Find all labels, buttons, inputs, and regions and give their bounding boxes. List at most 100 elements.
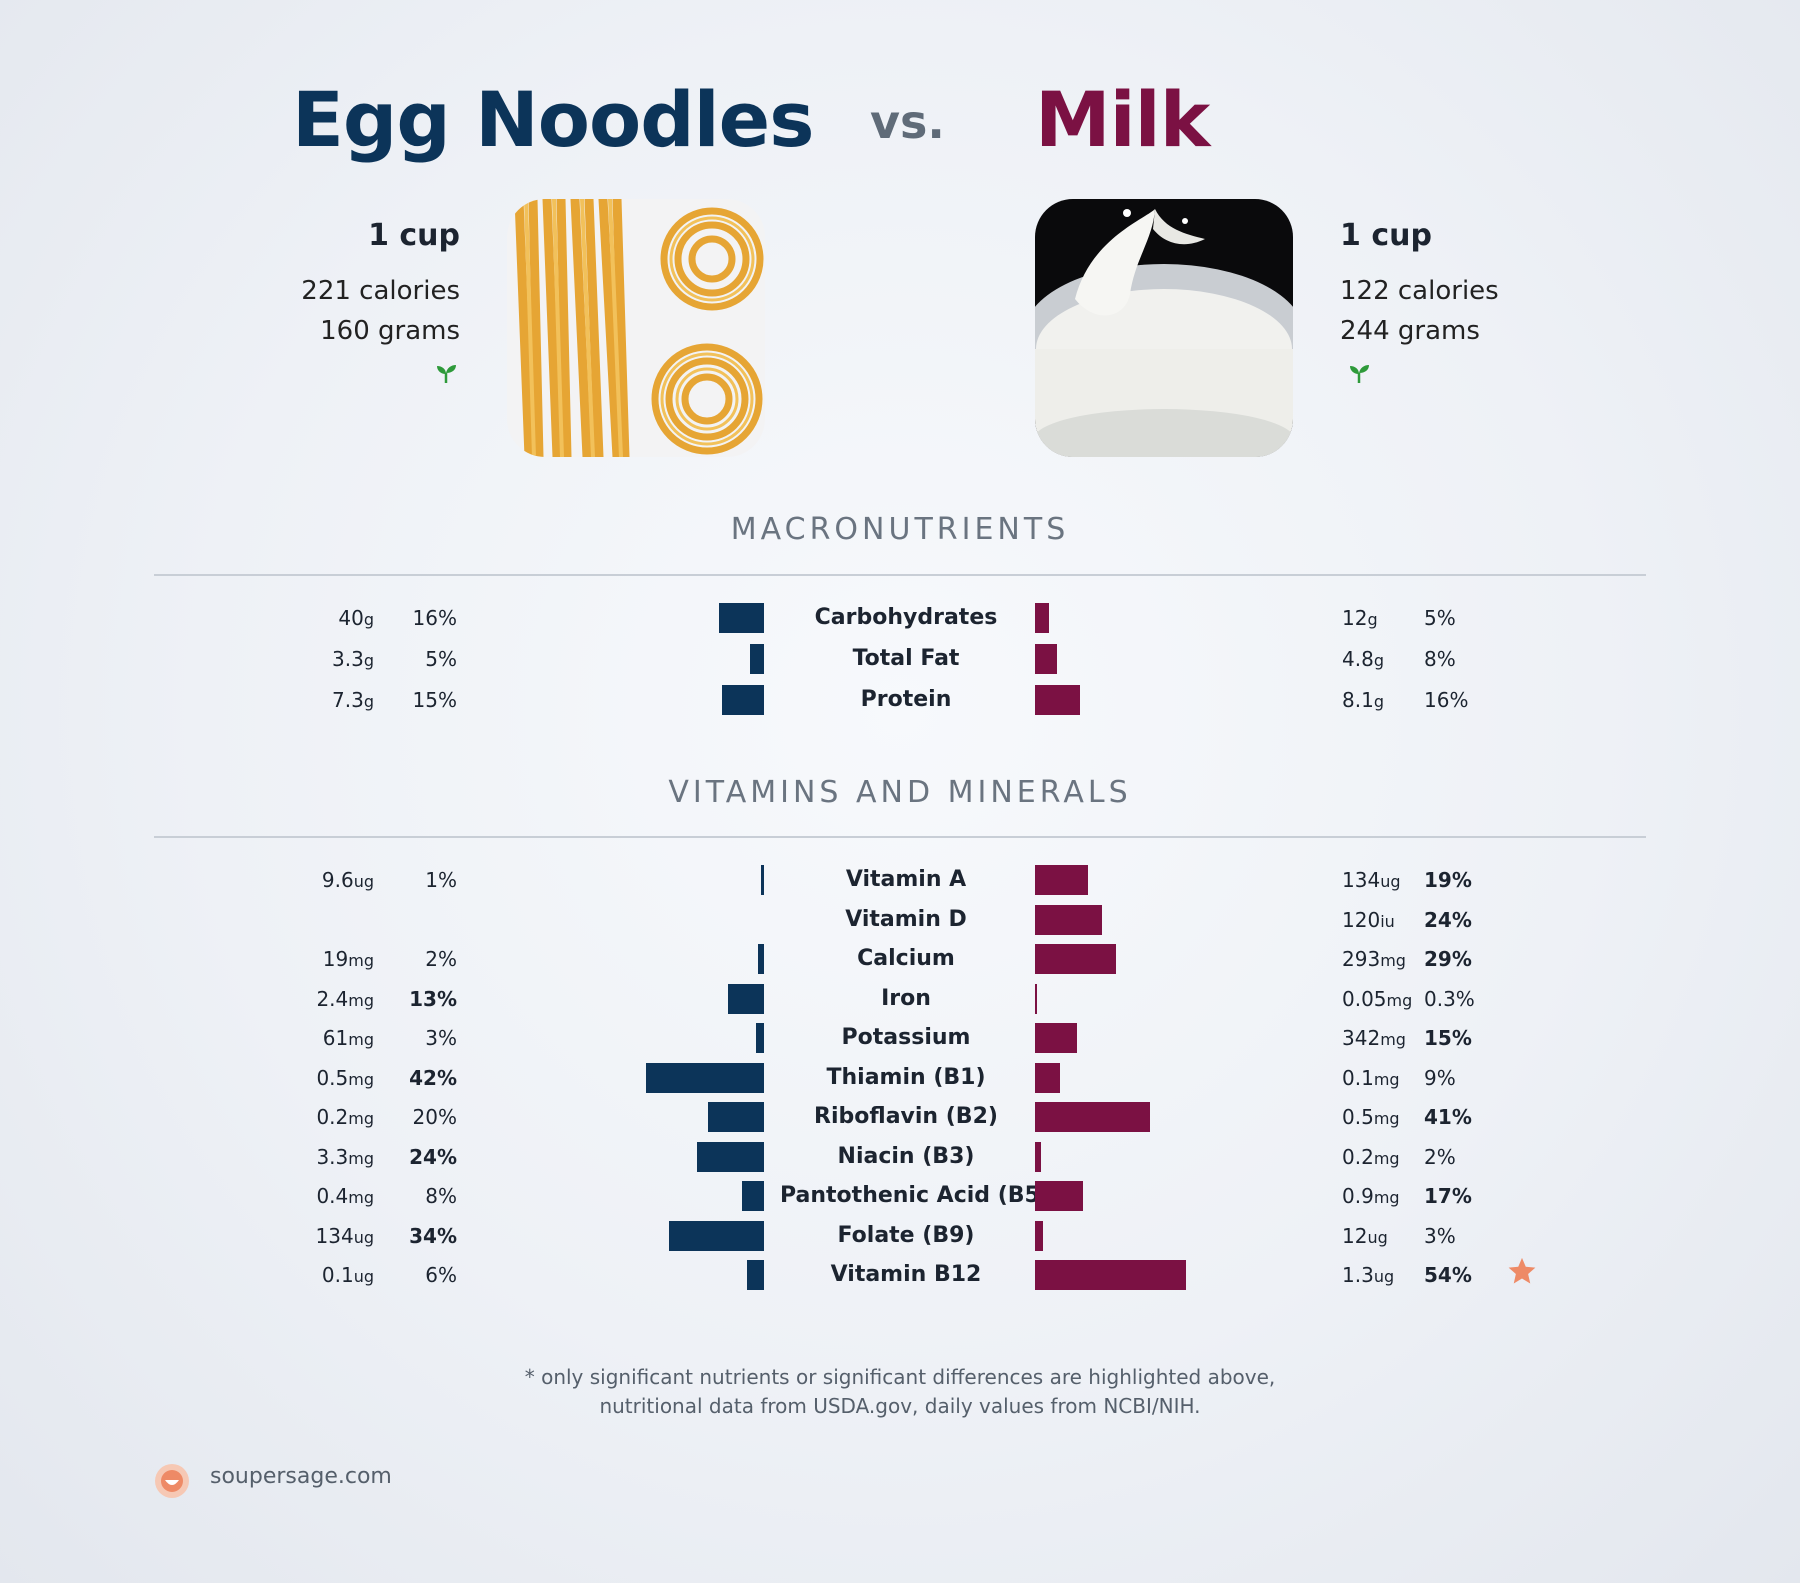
right-value: 0.9 [1342, 1184, 1374, 1208]
nutrient-row: 9.6ug 1% Vitamin A 134ug 19% [0, 863, 1800, 897]
left-amount: 0.2mg [316, 1100, 374, 1136]
right-bar [1035, 904, 1103, 935]
left-unit: ug [353, 872, 374, 891]
right-percent: 3% [1424, 1223, 1456, 1248]
right-bar [1035, 1102, 1150, 1132]
left-value: 2.4 [316, 986, 349, 1011]
left-value: 0.4 [316, 1184, 349, 1208]
macronutrients-title: MACRONUTRIENTS [730, 512, 1070, 547]
left-percent: 2% [425, 947, 457, 971]
right-serving: 1 cup [1340, 218, 1432, 253]
nutrient-name: Vitamin B12 [830, 1262, 982, 1287]
nutrient-name: Pantothenic Acid (B5) [780, 1183, 1050, 1208]
left-unit: ug [353, 1227, 374, 1247]
left-bar [696, 1141, 764, 1172]
right-bar [1035, 1181, 1083, 1211]
footnote-line-1: * only significant nutrients or signific… [524, 1365, 1276, 1389]
left-amount: 134ug [316, 1219, 374, 1255]
leaf-icon [437, 365, 456, 383]
right-amount: 0.1mg [1342, 1061, 1400, 1097]
left-amount: 9.6ug [322, 863, 374, 899]
left-percent: 5% [425, 647, 457, 671]
left-value: 7.3 [332, 688, 364, 712]
left-unit: mg [348, 990, 374, 1010]
right-bar [1035, 865, 1089, 895]
left-unit: g [363, 651, 374, 670]
right-value: 0.5 [1342, 1105, 1374, 1129]
right-value: 0.05 [1342, 986, 1387, 1011]
vs-label: vs. [870, 95, 945, 149]
section-divider [154, 836, 1646, 838]
right-percent: 9% [1424, 1065, 1456, 1090]
left-amount: 0.4mg [316, 1179, 374, 1215]
nutrient-row: 0.4mg 8% Pantothenic Acid (B5) 0.9mg 17% [0, 1179, 1800, 1213]
right-unit: g [1367, 610, 1378, 629]
right-amount: 12ug [1342, 1219, 1388, 1255]
right-percent: 8% [1424, 647, 1456, 671]
left-serving: 1 cup [368, 218, 460, 253]
star-icon [1508, 1257, 1536, 1284]
right-value: 12 [1342, 1223, 1368, 1248]
right-unit: ug [1380, 872, 1401, 891]
right-percent: 15% [1424, 1026, 1472, 1050]
right-amount: 4.8g [1342, 642, 1384, 678]
right-unit: mg [1386, 990, 1413, 1010]
right-amount: 0.5mg [1342, 1100, 1400, 1136]
left-bar [708, 1102, 764, 1132]
left-percent: 20% [412, 1105, 457, 1129]
right-grams: 244 grams [1340, 316, 1480, 346]
nutrient-row: 0.1ug 6% Vitamin B12 1.3ug 54% [0, 1258, 1800, 1292]
right-bar [1035, 1062, 1061, 1093]
nutrient-row: 61mg 3% Potassium 342mg 15% [0, 1021, 1800, 1055]
right-bar [1035, 685, 1080, 715]
left-bar [741, 1181, 764, 1211]
right-value: 134 [1342, 868, 1381, 892]
left-bar [719, 603, 764, 633]
right-bar [1035, 1260, 1187, 1290]
left-grams: 160 grams [320, 316, 460, 346]
left-percent: 13% [409, 986, 457, 1011]
nutrient-name: Vitamin D [845, 906, 967, 932]
nutrient-row: 0.2mg 20% Riboflavin (B2) 0.5mg 41% [0, 1100, 1800, 1134]
right-unit: mg [1373, 1069, 1400, 1089]
nutrient-name: Riboflavin (B2) [814, 1104, 998, 1129]
left-unit: g [363, 610, 374, 629]
left-percent: 1% [425, 868, 457, 892]
left-amount: 61mg [323, 1021, 374, 1057]
right-bar [1035, 983, 1037, 1014]
right-amount: 120iu [1342, 903, 1395, 939]
right-percent: 19% [1424, 868, 1472, 892]
left-unit: mg [348, 1109, 374, 1128]
left-calories: 221 calories [301, 276, 460, 306]
left-percent: 42% [409, 1065, 457, 1090]
nutrient-name: Vitamin A [845, 867, 967, 892]
nutrient-name: Niacin (B3) [837, 1143, 975, 1169]
right-percent: 5% [1424, 606, 1456, 630]
left-value: 61 [322, 1026, 349, 1050]
right-unit: ug [1367, 1227, 1388, 1247]
right-bar [1035, 944, 1117, 974]
right-unit: mg [1380, 1030, 1406, 1049]
nutrient-name: Total Fat [852, 646, 960, 671]
left-percent: 6% [425, 1263, 457, 1287]
left-bar [727, 983, 764, 1014]
right-bar [1035, 1141, 1041, 1172]
footnote-line-2: nutritional data from USDA.gov, daily va… [599, 1394, 1201, 1418]
nutrient-row: 2.4mg 13% Iron 0.05mg 0.3% [0, 982, 1800, 1016]
nutrient-row: 3.3mg 24% Niacin (B3) 0.2mg 2% [0, 1140, 1800, 1174]
right-amount: 0.9mg [1342, 1179, 1400, 1215]
left-value: 0.1 [321, 1263, 354, 1287]
nutrient-name: Folate (B9) [837, 1222, 975, 1248]
nutrient-row: 40g 16% Carbohydrates 12g 5% [0, 601, 1800, 635]
left-value: 40 [338, 606, 364, 630]
left-percent: 8% [425, 1184, 457, 1208]
left-value: 3.3 [316, 1144, 349, 1169]
right-value: 0.2 [1342, 1144, 1374, 1169]
right-percent: 0.3% [1424, 986, 1475, 1011]
right-unit: iu [1380, 911, 1395, 931]
left-percent: 15% [412, 688, 457, 712]
right-unit: mg [1380, 951, 1406, 970]
left-bar [747, 1260, 764, 1290]
left-bar [668, 1220, 764, 1251]
milk-image [1035, 199, 1293, 457]
